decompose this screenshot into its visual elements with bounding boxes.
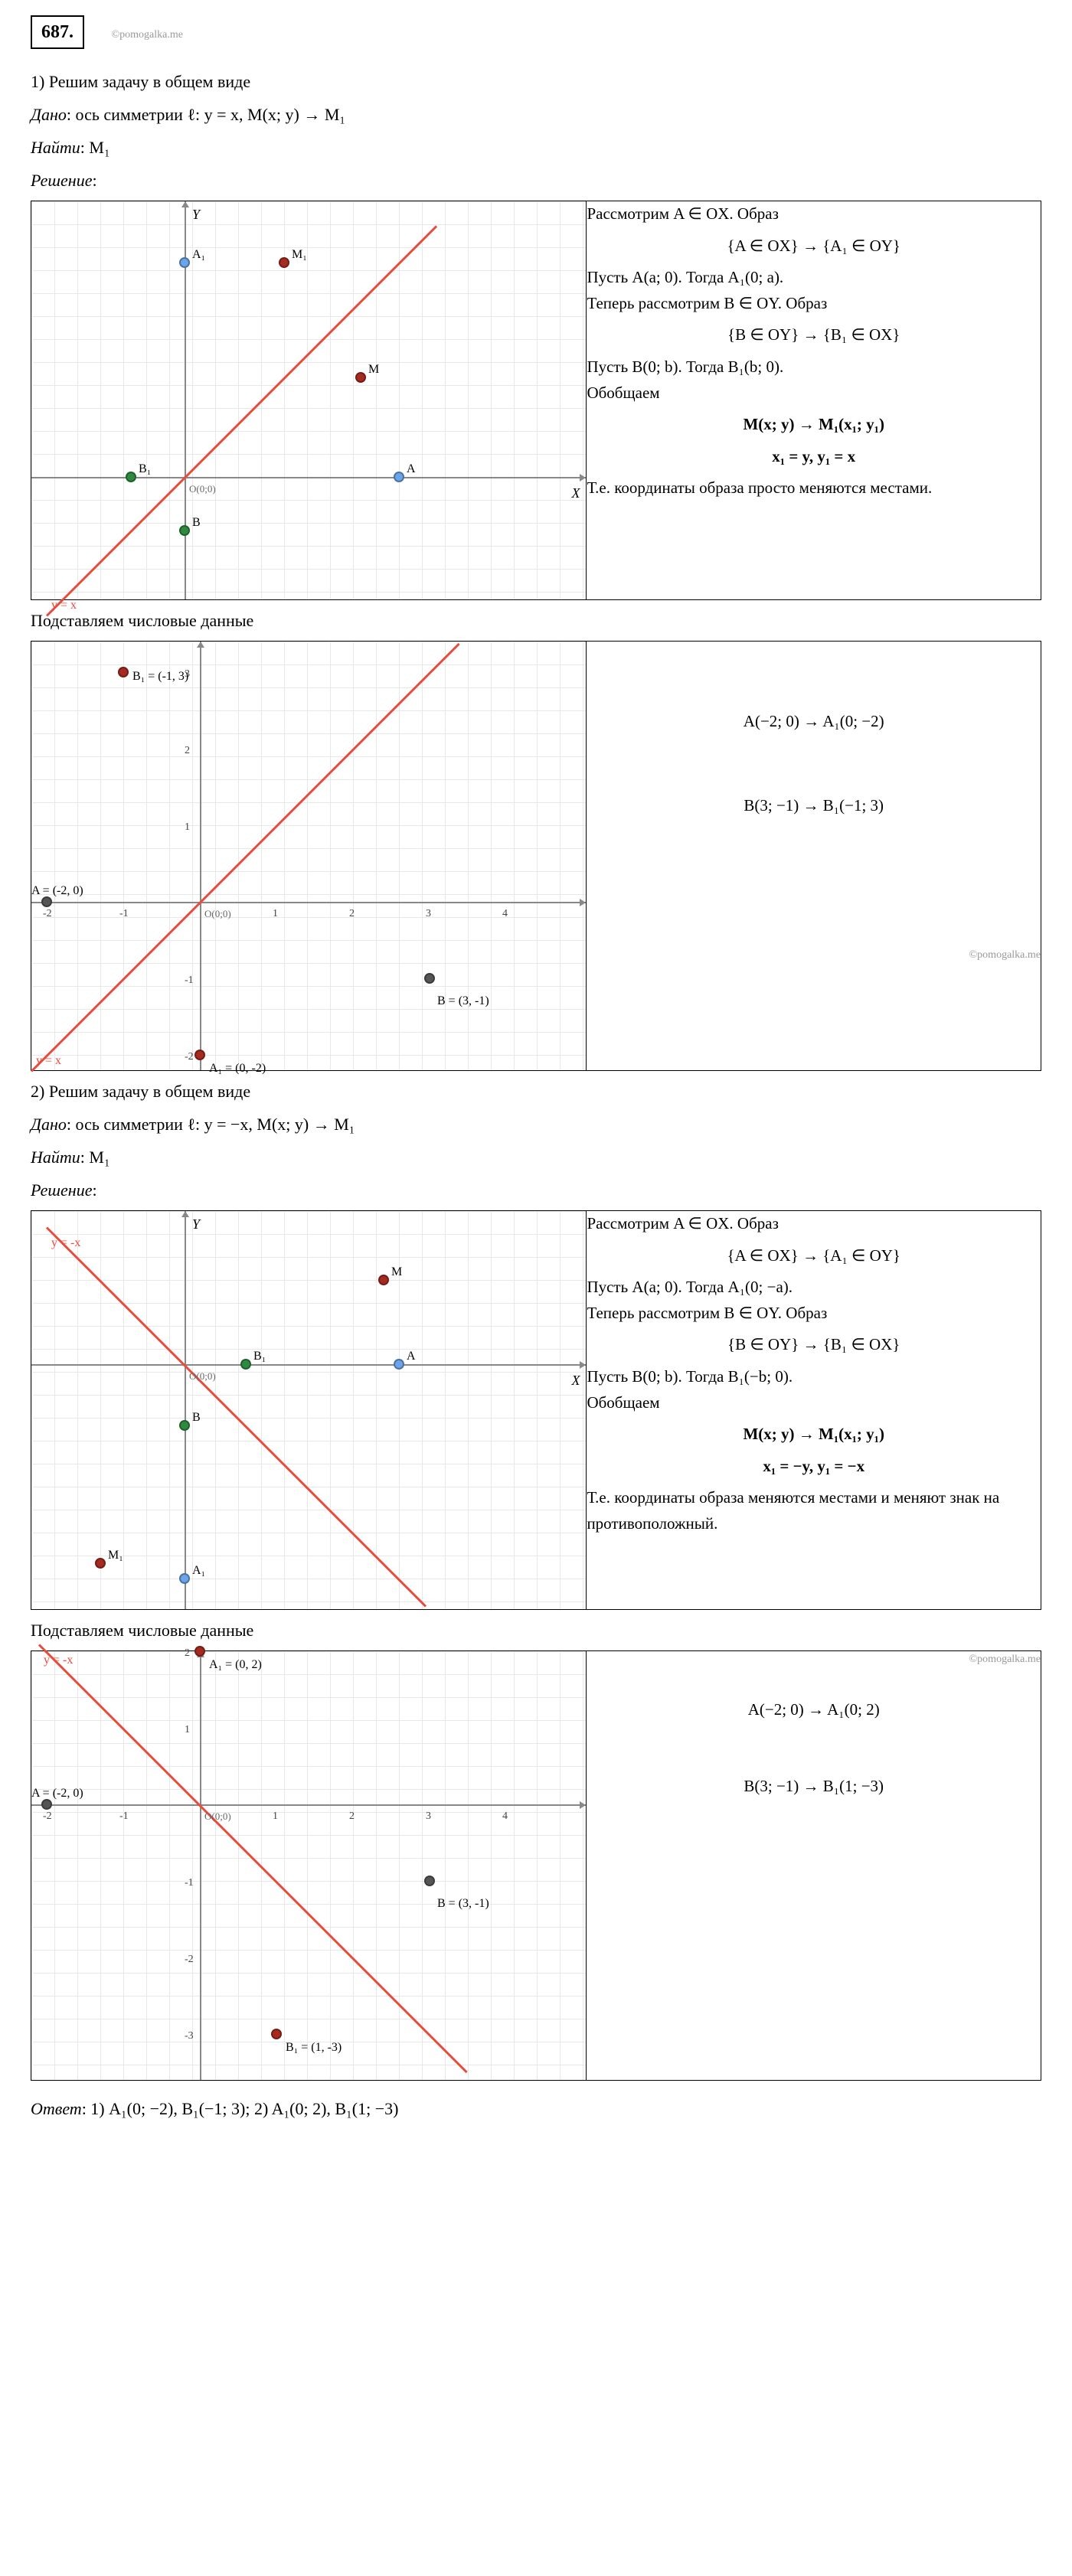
exp2-line4: Теперь рассмотрим B ∈ OY. Образ — [587, 1301, 1041, 1327]
copyright-2: ©pomogalka.me — [610, 947, 1041, 964]
exp1-line9: x₁ = y, y₁ = x — [587, 444, 1041, 470]
mappings-1: A(−2; 0) → A₁(0; −2) B(3; −1) → B₁(−1; 3… — [587, 642, 1041, 1071]
explanation-1: Рассмотрим A ∈ OX. Образ {A ∈ OX} → {A₁ … — [587, 201, 1041, 600]
solution-label-2: Решение — [31, 1180, 92, 1200]
exp2-line1: Рассмотрим A ∈ OX. Образ — [587, 1211, 1041, 1237]
exp1-line2: {A ∈ OX} → {A₁ ∈ OY} — [587, 233, 1041, 260]
answer-label: Ответ — [31, 2099, 82, 2118]
exp2-line7: Обобщаем — [587, 1390, 1041, 1416]
find-text-2: : M₁ — [80, 1148, 110, 1167]
given-text-2: : ось симметрии ℓ: y = −x, M(x; y) → M₁ — [67, 1115, 355, 1134]
find-label-2: Найти — [31, 1148, 80, 1167]
mapping1-1: A(−2; 0) → A₁(0; −2) — [587, 709, 1041, 735]
answer-line: Ответ: 1) A₁(0; −2), B₁(−1; 3); 2) A₁(0;… — [31, 2096, 1041, 2121]
solution-table-4: y = -xO(0;0)-2-11234-3-2-112A = (-2, 0)B… — [31, 1650, 1041, 2081]
answer-text: : 1) A₁(0; −2), B₁(−1; 3); 2) A₁(0; 2), … — [82, 2099, 399, 2118]
exp1-line1: Рассмотрим A ∈ OX. Образ — [587, 201, 1041, 227]
given-text-1: : ось симметрии ℓ: y = x, M(x; y) → M₁ — [67, 105, 345, 124]
exp2-line2: {A ∈ OX} → {A₁ ∈ OY} — [587, 1243, 1041, 1269]
chart-ynegx-general: XYy = -xO(0;0)AA₁BB₁MM₁ — [31, 1211, 586, 1609]
exp1-line6: Пусть B(0; b). Тогда B₁(b; 0). — [587, 354, 1041, 380]
find-text-1: : M₁ — [80, 138, 110, 157]
copyright-text: ©pomogalka.me — [112, 29, 183, 41]
given-label-1: Дано — [31, 105, 67, 124]
exp2-line9: x₁ = −y, y₁ = −x — [587, 1454, 1041, 1480]
part2-intro: 2) Решим задачу в общем виде — [31, 1079, 1041, 1104]
find-label-1: Найти — [31, 138, 80, 157]
chart-yx-general: XYy = xO(0;0)AA₁BB₁MM₁ — [31, 201, 586, 599]
subst-label-2: Подставляем числовые данные — [31, 1618, 1041, 1643]
given-label-2: Дано — [31, 1115, 67, 1134]
exp1-line4: Теперь рассмотрим B ∈ OY. Образ — [587, 291, 1041, 317]
mapping1-2: B(3; −1) → B₁(−1; 3) — [587, 793, 1041, 819]
exp2-line3: Пусть A(a; 0). Тогда A₁(0; −a). — [587, 1275, 1041, 1301]
copyright-3: ©pomogalka.me — [610, 1651, 1041, 1668]
exp2-line8: M(x; y) → M₁(x₁; y₁) — [587, 1422, 1041, 1448]
solution-table-3: XYy = -xO(0;0)AA₁BB₁MM₁ Рассмотрим A ∈ O… — [31, 1210, 1041, 1610]
exp1-line7: Обобщаем — [587, 380, 1041, 406]
exp1-line10: Т.е. координаты образа просто меняются м… — [587, 475, 1041, 501]
subst-label-1: Подставляем числовые данные — [31, 608, 1041, 633]
solution-table-1: XYy = xO(0;0)AA₁BB₁MM₁ Рассмотрим A ∈ OX… — [31, 201, 1041, 600]
chart-ynegx-numeric: y = -xO(0;0)-2-11234-3-2-112A = (-2, 0)B… — [31, 1651, 586, 2080]
exp1-line8: M(x; y) → M₁(x₁; y₁) — [587, 412, 1041, 438]
exp1-line3: Пусть A(a; 0). Тогда A₁(0; a). — [587, 265, 1041, 291]
mappings-2: ©pomogalka.me A(−2; 0) → A₁(0; 2) B(3; −… — [587, 1651, 1041, 2081]
chart-yx-numeric: y = xO(0;0)-2-11234-2-1123A = (-2, 0)B =… — [31, 642, 586, 1070]
solution-table-2: y = xO(0;0)-2-11234-2-1123A = (-2, 0)B =… — [31, 641, 1041, 1071]
part1-intro: 1) Решим задачу в общем виде — [31, 69, 1041, 94]
solution-label-1: Решение — [31, 171, 92, 190]
exp2-line10: Т.е. координаты образа меняются местами … — [587, 1485, 1041, 1536]
mapping2-1: A(−2; 0) → A₁(0; 2) — [587, 1697, 1041, 1723]
exp2-line6: Пусть B(0; b). Тогда B₁(−b; 0). — [587, 1364, 1041, 1390]
exp2-line5: {B ∈ OY} → {B₁ ∈ OX} — [587, 1332, 1041, 1358]
exp1-line5: {B ∈ OY} → {B₁ ∈ OX} — [587, 322, 1041, 348]
explanation-2: Рассмотрим A ∈ OX. Образ {A ∈ OX} → {A₁ … — [587, 1211, 1041, 1610]
problem-number: 687. — [31, 15, 84, 49]
mapping2-2: B(3; −1) → B₁(1; −3) — [587, 1774, 1041, 1800]
